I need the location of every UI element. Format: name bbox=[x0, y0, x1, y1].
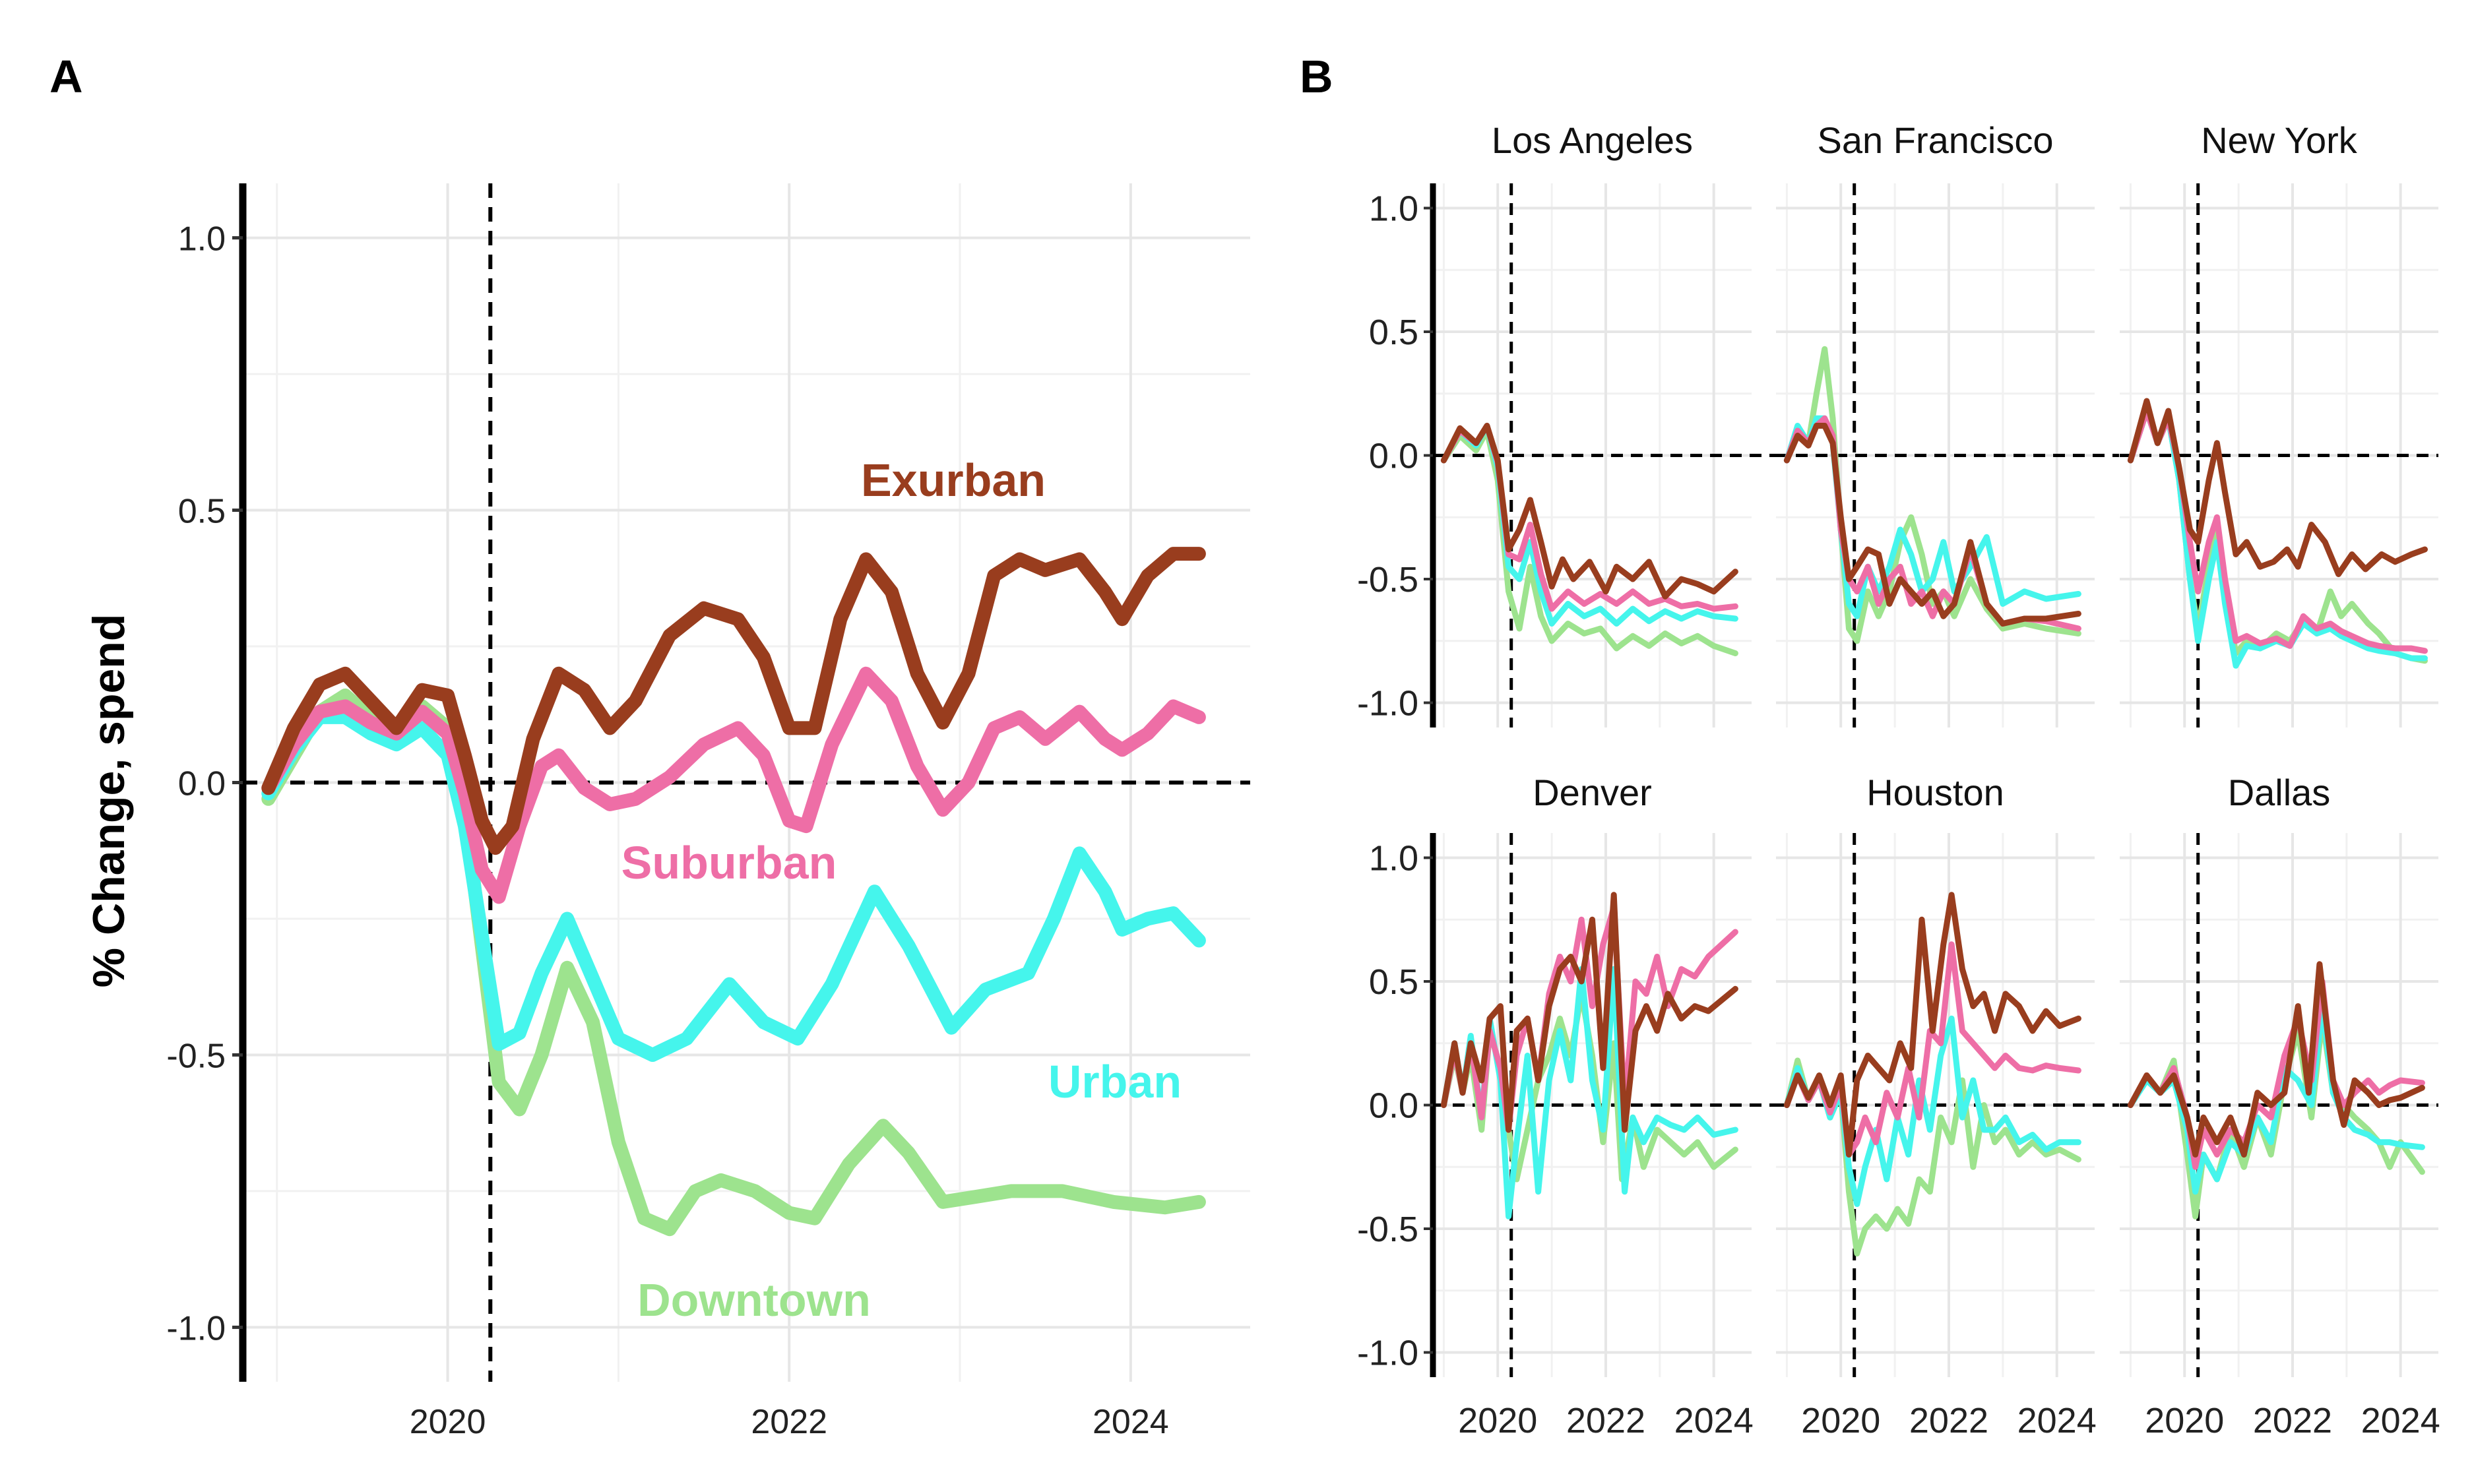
facet-san-francisco: San Francisco bbox=[1776, 119, 2119, 727]
downtown-series-line bbox=[1440, 427, 1738, 656]
facet-reference-lines bbox=[1433, 833, 1776, 1377]
facet-ytick-label: 1.0 bbox=[1369, 839, 1418, 879]
facet-xtick-label: 2020 bbox=[1801, 1401, 1880, 1440]
facet-xtick-label: 2024 bbox=[1674, 1401, 1754, 1440]
urban-series-line bbox=[261, 710, 1206, 1062]
facet-ytick-label: 0.0 bbox=[1369, 437, 1418, 476]
panel-a-axes bbox=[232, 183, 247, 1382]
panel-a-series-labels: Exurban Suburban Urban Downtown bbox=[621, 454, 1182, 1326]
panel-a-letter: A bbox=[49, 51, 83, 102]
facet-title: Los Angeles bbox=[1492, 119, 1693, 161]
facet-title: New York bbox=[2201, 119, 2358, 161]
downtown-series-line bbox=[261, 688, 1206, 1237]
panel-a-xtick-label: 2024 bbox=[1093, 1403, 1169, 1441]
facet-xtick-label: 2022 bbox=[2253, 1401, 2332, 1440]
suburban-series-label: Suburban bbox=[621, 837, 837, 888]
facet-reference-lines bbox=[1433, 183, 1776, 727]
urban-series-label: Urban bbox=[1048, 1056, 1182, 1107]
facet-series-lines bbox=[2127, 398, 2428, 669]
facet-title: Denver bbox=[1533, 772, 1652, 813]
panel-b-letter: B bbox=[1300, 51, 1333, 102]
panel-b-facet-grid: Los Angeles 1.0 0.5 0.0 -0.5 -1.0 San Francisc… bbox=[1357, 119, 2440, 1440]
panel-a-reference-lines bbox=[243, 183, 1250, 1382]
facet-dallas: Dallas 2020 2022 2024 bbox=[2120, 772, 2440, 1440]
exurban-series-line bbox=[2127, 398, 2428, 577]
facet-xtick-label: 2024 bbox=[2017, 1401, 2097, 1440]
facet-xtick-label: 2022 bbox=[1909, 1401, 1988, 1440]
facet-ytick-label: -1.0 bbox=[1357, 1334, 1418, 1373]
facet-los-angeles: Los Angeles 1.0 0.5 0.0 -0.5 -1.0 bbox=[1357, 119, 1776, 727]
suburban-series-line bbox=[1440, 904, 1738, 1133]
facet-reference-lines bbox=[1776, 833, 2119, 1377]
panel-a-ytick-label: -0.5 bbox=[166, 1037, 226, 1075]
exurban-series-line bbox=[2127, 961, 2425, 1158]
panel-a-series-lines bbox=[261, 547, 1206, 1237]
exurban-series-line bbox=[261, 547, 1206, 855]
facet-series-lines bbox=[1440, 892, 1738, 1220]
panel-a-x-tick-labels: 2020 2022 2024 bbox=[410, 1403, 1169, 1441]
facet-title: San Francisco bbox=[1818, 119, 2054, 161]
facet-xtick-label: 2024 bbox=[2361, 1401, 2440, 1440]
facet-ytick-label: 1.0 bbox=[1369, 189, 1418, 229]
facet-xtick-label: 2020 bbox=[1458, 1401, 1537, 1440]
facet-ytick-label: -1.0 bbox=[1357, 684, 1418, 724]
facet-ytick-label: 0.0 bbox=[1369, 1086, 1418, 1126]
panel-a-xtick-label: 2020 bbox=[410, 1403, 486, 1441]
exurban-series-line bbox=[1440, 892, 1738, 1133]
facet-ytick-label: -0.5 bbox=[1357, 560, 1418, 600]
facet-houston: Houston 2020 2022 2024 bbox=[1776, 772, 2119, 1440]
panel-a-ytick-label: 0.5 bbox=[178, 493, 226, 531]
facet-series-lines bbox=[1440, 423, 1738, 656]
downtown-series-label: Downtown bbox=[637, 1274, 871, 1326]
facet-title: Houston bbox=[1866, 772, 2004, 813]
facet-denver: Denver 1.0 0.5 0.0 -0.5 -1.0 2020 2022 2024 bbox=[1357, 772, 1776, 1440]
panel-a-ytick-label: 1.0 bbox=[178, 220, 226, 259]
facet-series-lines bbox=[1783, 892, 2081, 1256]
facet-new-york: New York bbox=[2120, 119, 2438, 727]
panel-a-y-tick-labels: 1.0 0.5 0.0 -0.5 -1.0 bbox=[166, 220, 226, 1348]
panel-a-y-axis-title: % Change, spend bbox=[84, 614, 134, 988]
facet-ytick-label: -0.5 bbox=[1357, 1210, 1418, 1249]
panel-a-chart: 1.0 0.5 0.0 -0.5 -1.0 2020 2022 2024 % C… bbox=[84, 183, 1250, 1441]
facet-reference-lines bbox=[1776, 183, 2119, 727]
facet-series-lines bbox=[1783, 346, 2081, 644]
facet-title: Dallas bbox=[2228, 772, 2331, 813]
exurban-series-line bbox=[1783, 892, 2081, 1158]
facet-ytick-label: 0.5 bbox=[1369, 962, 1418, 1002]
suburban-series-line bbox=[261, 666, 1206, 904]
facet-series-lines bbox=[2127, 961, 2425, 1220]
facet-reference-lines bbox=[2120, 183, 2438, 727]
exurban-series-line bbox=[1783, 423, 2081, 627]
downtown-series-line bbox=[1783, 1057, 2081, 1256]
downtown-series-line bbox=[1783, 346, 2081, 644]
exurban-series-line bbox=[1440, 423, 1738, 600]
panel-a-ytick-label: 0.0 bbox=[178, 765, 226, 803]
facet-xtick-label: 2020 bbox=[2145, 1401, 2224, 1440]
panel-a-xtick-label: 2022 bbox=[751, 1403, 827, 1441]
exurban-series-label: Exurban bbox=[861, 454, 1046, 506]
facet-xtick-label: 2022 bbox=[1566, 1401, 1645, 1440]
panel-a-ytick-label: -1.0 bbox=[166, 1309, 226, 1347]
facet-ytick-label: 0.5 bbox=[1369, 313, 1418, 352]
